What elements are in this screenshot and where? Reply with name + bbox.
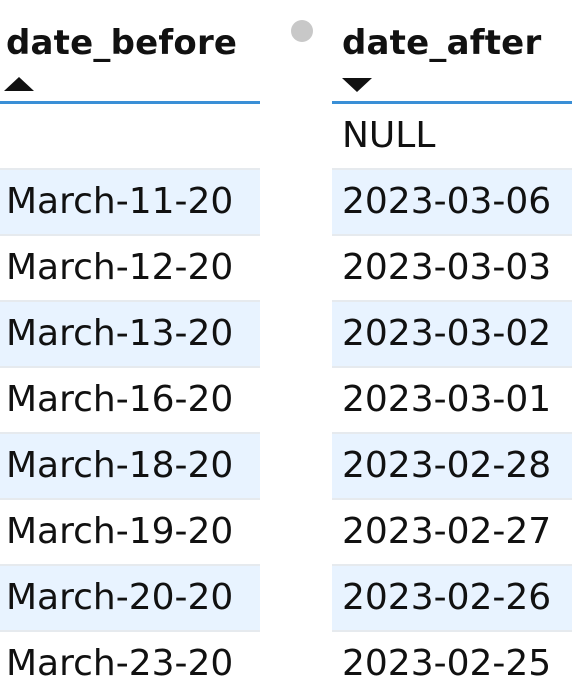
table-row[interactable]: 2023-03-02 xyxy=(332,302,572,368)
table-row[interactable]: 2023-03-03 xyxy=(332,236,572,302)
table-row[interactable]: 2023-02-25 xyxy=(332,632,572,695)
table-row[interactable]: 2023-03-06 xyxy=(332,170,572,236)
cell-date-after: 2023-02-25 xyxy=(342,643,552,684)
column-title-date-after: date_after xyxy=(342,23,542,63)
table-row[interactable]: 2023-02-26 xyxy=(332,566,572,632)
table-row[interactable]: March-12-20 xyxy=(0,236,260,302)
cell-date-before: March-13-20 xyxy=(6,313,234,354)
column-date-after: date_after NULL 2023-03-06 2023-03-03 20… xyxy=(332,0,572,695)
cell-date-after: 2023-02-28 xyxy=(342,445,552,486)
table-row[interactable]: 2023-02-27 xyxy=(332,500,572,566)
cell-date-after: 2023-02-26 xyxy=(342,577,552,618)
cell-date-after: 2023-03-03 xyxy=(342,247,552,288)
column-date-before: date_before March-11-20 March-12-20 Marc… xyxy=(0,0,260,695)
table-row[interactable]: March-19-20 xyxy=(0,500,260,566)
column-drag-handle[interactable] xyxy=(291,20,313,42)
cell-date-before: March-11-20 xyxy=(6,181,234,222)
table-row[interactable]: March-23-20 xyxy=(0,632,260,695)
table-row[interactable] xyxy=(0,104,260,170)
column-header-date-before[interactable]: date_before xyxy=(0,0,260,104)
cell-date-before: March-23-20 xyxy=(6,643,234,684)
table-row[interactable]: March-13-20 xyxy=(0,302,260,368)
cell-date-after: 2023-03-06 xyxy=(342,181,552,222)
column-header-date-after[interactable]: date_after xyxy=(332,0,572,104)
cell-date-before: March-20-20 xyxy=(6,577,234,618)
cell-date-after: 2023-03-02 xyxy=(342,313,552,354)
table-row[interactable]: 2023-02-28 xyxy=(332,434,572,500)
cell-date-after: NULL xyxy=(342,115,436,156)
sort-descending-icon[interactable] xyxy=(342,78,372,92)
cell-date-before: March-19-20 xyxy=(6,511,234,552)
cell-date-before: March-16-20 xyxy=(6,379,234,420)
column-cells-date-after: NULL 2023-03-06 2023-03-03 2023-03-02 20… xyxy=(332,104,572,695)
table-row[interactable]: March-16-20 xyxy=(0,368,260,434)
column-cells-date-before: March-11-20 March-12-20 March-13-20 Marc… xyxy=(0,104,260,695)
table-row[interactable]: NULL xyxy=(332,104,572,170)
cell-date-after: 2023-02-27 xyxy=(342,511,552,552)
cell-date-before: March-18-20 xyxy=(6,445,234,486)
table-row[interactable]: 2023-03-01 xyxy=(332,368,572,434)
column-title-date-before: date_before xyxy=(6,23,238,63)
sort-ascending-icon[interactable] xyxy=(4,77,34,91)
cell-date-before: March-12-20 xyxy=(6,247,234,288)
cell-date-after: 2023-03-01 xyxy=(342,379,552,420)
table-row[interactable]: March-18-20 xyxy=(0,434,260,500)
table-row[interactable]: March-11-20 xyxy=(0,170,260,236)
table-row[interactable]: March-20-20 xyxy=(0,566,260,632)
